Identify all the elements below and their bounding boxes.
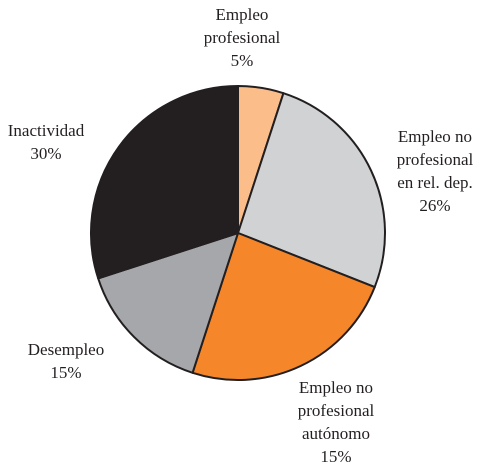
label-value: 15% — [320, 447, 352, 466]
label-line: profesional — [396, 150, 474, 169]
label-desempleo: Desempleo 15% — [20, 338, 112, 384]
label-empleo-no-profesional-rel-dep: Empleo no profesional en rel. dep. 26% — [388, 125, 482, 217]
label-line: Empleo no — [397, 127, 473, 146]
pie-slice-2 — [191, 232, 376, 381]
pie-slice-1 — [237, 92, 386, 289]
label-line: Inactividad — [7, 121, 85, 140]
label-value: 30% — [30, 144, 62, 163]
label-value: 26% — [419, 196, 451, 215]
label-line: Desempleo — [27, 340, 105, 359]
label-line: en rel. dep. — [397, 173, 473, 192]
label-empleo-no-profesional-autonomo: Empleo no profesional autónomo 15% — [293, 376, 379, 468]
pie-slices — [90, 85, 386, 381]
label-line: Empleo — [215, 5, 269, 24]
label-empleo-profesional: Empleo profesional 5% — [203, 3, 281, 72]
label-line: profesional — [203, 28, 281, 47]
label-inactividad: Inactividad 30% — [4, 119, 88, 165]
label-value: 15% — [50, 363, 82, 382]
label-line: profesional — [297, 401, 375, 420]
label-value: 5% — [230, 51, 254, 70]
label-line: autónomo — [302, 424, 370, 443]
label-line: Empleo no — [298, 378, 374, 397]
pie-slice-4 — [90, 85, 239, 280]
